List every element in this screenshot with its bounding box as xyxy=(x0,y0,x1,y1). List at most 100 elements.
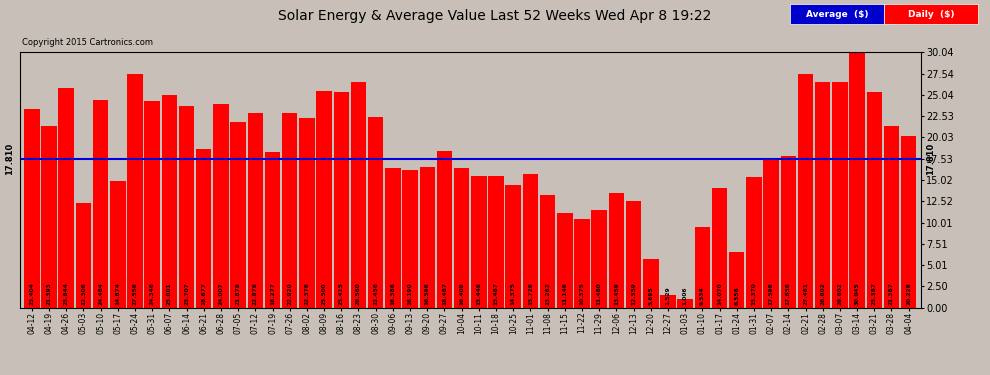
Text: 25.500: 25.500 xyxy=(322,282,327,305)
Bar xyxy=(317,91,332,308)
Bar xyxy=(179,106,194,307)
Text: 14.070: 14.070 xyxy=(717,282,722,305)
Bar xyxy=(282,113,297,308)
Bar xyxy=(557,213,572,308)
Text: 10.375: 10.375 xyxy=(579,282,584,305)
Bar xyxy=(815,82,831,308)
Bar xyxy=(420,166,435,308)
Bar xyxy=(729,252,744,308)
Text: 9.534: 9.534 xyxy=(700,286,705,305)
Text: 22.376: 22.376 xyxy=(304,282,310,305)
Text: 30.045: 30.045 xyxy=(854,282,859,305)
Bar xyxy=(350,82,366,308)
Text: 23.404: 23.404 xyxy=(30,282,35,305)
Bar xyxy=(42,126,56,308)
Bar xyxy=(385,168,401,308)
Text: 23.707: 23.707 xyxy=(184,282,189,305)
Text: 16.409: 16.409 xyxy=(459,282,464,305)
Bar xyxy=(798,74,813,307)
Text: 15.370: 15.370 xyxy=(751,282,756,305)
Text: 25.387: 25.387 xyxy=(872,282,877,305)
Text: 15.726: 15.726 xyxy=(528,282,533,305)
Bar xyxy=(849,53,865,308)
Text: 24.484: 24.484 xyxy=(98,282,103,305)
Bar xyxy=(763,158,779,308)
Text: 15.446: 15.446 xyxy=(476,282,481,305)
Text: 1.006: 1.006 xyxy=(683,286,688,305)
Bar xyxy=(833,82,847,308)
Bar xyxy=(644,259,658,308)
Text: 6.556: 6.556 xyxy=(735,286,740,305)
Bar xyxy=(591,210,607,308)
Text: 20.228: 20.228 xyxy=(906,282,911,305)
Text: 22.456: 22.456 xyxy=(373,282,378,305)
Text: 13.459: 13.459 xyxy=(614,282,619,305)
Bar xyxy=(110,181,126,308)
Text: 16.596: 16.596 xyxy=(425,282,430,305)
Text: 1.529: 1.529 xyxy=(665,286,670,305)
Bar xyxy=(213,104,229,308)
Bar xyxy=(677,299,693,307)
Text: 24.007: 24.007 xyxy=(219,282,224,305)
Text: 21.393: 21.393 xyxy=(47,282,51,305)
Bar xyxy=(24,109,40,308)
Text: 25.415: 25.415 xyxy=(339,282,344,305)
Bar xyxy=(884,126,899,308)
Text: 22.920: 22.920 xyxy=(287,282,292,305)
Bar xyxy=(540,195,555,308)
Text: Average  ($): Average ($) xyxy=(806,10,868,18)
Bar xyxy=(334,92,349,308)
Text: 11.146: 11.146 xyxy=(562,282,567,305)
Text: 13.262: 13.262 xyxy=(545,282,550,305)
Text: 26.560: 26.560 xyxy=(356,282,361,305)
Bar xyxy=(574,219,590,308)
Bar xyxy=(248,113,263,308)
Text: 17.856: 17.856 xyxy=(786,282,791,305)
Bar xyxy=(780,156,796,308)
Bar xyxy=(264,152,280,308)
Bar xyxy=(660,294,676,307)
Bar xyxy=(626,201,642,308)
Text: 12.306: 12.306 xyxy=(81,282,86,305)
Text: 25.001: 25.001 xyxy=(167,282,172,305)
Text: 17.810: 17.810 xyxy=(926,142,935,175)
Text: 27.559: 27.559 xyxy=(133,282,138,305)
Text: 18.677: 18.677 xyxy=(201,282,206,305)
Bar xyxy=(196,149,212,308)
Text: 17.598: 17.598 xyxy=(768,282,773,305)
Text: 11.480: 11.480 xyxy=(597,282,602,305)
Bar xyxy=(901,136,917,308)
Bar xyxy=(161,95,177,308)
Text: 24.346: 24.346 xyxy=(149,282,154,305)
Bar xyxy=(128,74,143,308)
Bar xyxy=(454,168,469,308)
Text: 26.602: 26.602 xyxy=(820,282,826,305)
Bar xyxy=(488,176,504,308)
Bar xyxy=(299,117,315,308)
Text: Copyright 2015 Cartronics.com: Copyright 2015 Cartronics.com xyxy=(22,38,152,47)
Text: 27.481: 27.481 xyxy=(803,282,808,305)
Bar xyxy=(523,174,539,308)
Text: 14.874: 14.874 xyxy=(115,282,121,305)
Bar xyxy=(609,193,624,308)
Text: 21.878: 21.878 xyxy=(236,282,241,305)
Text: 21.387: 21.387 xyxy=(889,282,894,305)
Text: 17.810: 17.810 xyxy=(5,142,14,175)
Text: Solar Energy & Average Value Last 52 Weeks Wed Apr 8 19:22: Solar Energy & Average Value Last 52 Wee… xyxy=(278,9,712,23)
Bar xyxy=(695,226,710,308)
Bar xyxy=(746,177,761,308)
Bar xyxy=(866,92,882,308)
Bar xyxy=(712,188,728,308)
Text: 16.190: 16.190 xyxy=(408,282,413,305)
Text: 18.487: 18.487 xyxy=(442,282,446,305)
Bar xyxy=(506,186,521,308)
Text: Daily  ($): Daily ($) xyxy=(908,10,954,18)
Text: 14.375: 14.375 xyxy=(511,282,516,305)
Bar xyxy=(437,151,452,308)
Bar xyxy=(75,203,91,308)
Bar xyxy=(402,170,418,308)
Text: 26.602: 26.602 xyxy=(838,282,842,305)
Text: 12.559: 12.559 xyxy=(631,282,637,305)
Bar xyxy=(58,88,74,308)
Bar xyxy=(368,117,383,308)
